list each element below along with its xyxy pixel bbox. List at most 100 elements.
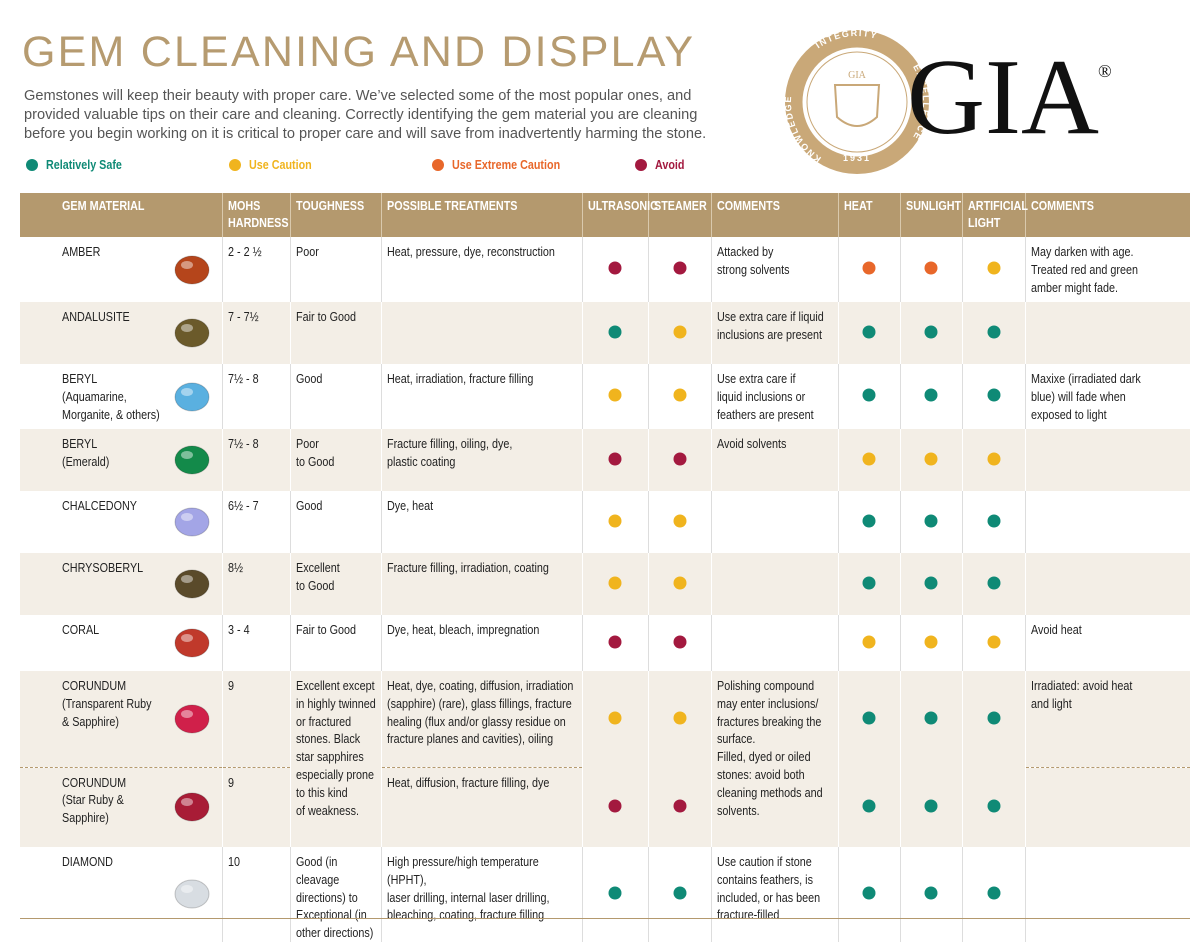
rating bbox=[924, 388, 938, 402]
rating-dot bbox=[862, 576, 876, 589]
rating-dot bbox=[924, 886, 938, 900]
rating bbox=[924, 886, 938, 900]
rating-dot bbox=[987, 711, 1000, 724]
text-cell: Good (in cleavage directions) to Excepti… bbox=[289, 847, 381, 942]
rating-dot bbox=[608, 325, 622, 338]
rating bbox=[862, 576, 876, 589]
rating bbox=[987, 635, 1000, 648]
rating-cell bbox=[961, 302, 1025, 364]
text-cell bbox=[380, 302, 582, 364]
rating-cell bbox=[899, 302, 962, 364]
cell-text: CORUNDUM (Transparent Ruby & Sapphire) bbox=[62, 678, 152, 729]
rating-dot bbox=[924, 576, 938, 589]
rating-dot bbox=[673, 452, 686, 465]
text-cell: 6½ - 7 bbox=[221, 491, 290, 553]
cell-text: Use extra care if liquid inclusions are … bbox=[716, 309, 824, 342]
rating-cell bbox=[899, 553, 962, 615]
rating-cell bbox=[837, 767, 900, 847]
rating-dot bbox=[673, 886, 686, 900]
rating-dot bbox=[608, 886, 622, 900]
cell-text: Maxixe (irradiated dark blue) will fade … bbox=[1030, 371, 1141, 422]
rating bbox=[862, 452, 876, 465]
gem-image bbox=[174, 569, 209, 599]
rating bbox=[608, 452, 622, 465]
gem-shine bbox=[180, 324, 193, 332]
text-cell: Avoid solvents bbox=[710, 429, 838, 491]
rating-cell bbox=[961, 553, 1025, 615]
cell-text: Excellent except in highly twinned or fr… bbox=[295, 678, 376, 818]
column-header-text: COMMENTS bbox=[1030, 198, 1094, 213]
material-cell: BERYL (Aquamarine, Morganite, & others) bbox=[20, 364, 222, 429]
text-cell: Poor to Good bbox=[289, 429, 381, 491]
text-cell bbox=[1024, 302, 1190, 364]
rating-dot bbox=[987, 886, 1000, 900]
rating bbox=[924, 635, 938, 648]
text-cell: Poor bbox=[289, 237, 381, 302]
rating bbox=[608, 576, 622, 589]
rating bbox=[987, 325, 1000, 338]
rating bbox=[608, 711, 622, 724]
header-row: GEM MATERIAL MOHS HARDNESS TOUGHNESS POSSIB… bbox=[20, 193, 1190, 237]
column-header-text: MOHS HARDNESS bbox=[227, 198, 289, 230]
cell-text: Heat, irradiation, fracture filling bbox=[386, 371, 533, 386]
column-header: POSSIBLE TREATMENTS bbox=[380, 193, 582, 237]
material-cell: CHRYSOBERYL bbox=[20, 553, 222, 615]
rating-cell bbox=[837, 302, 900, 364]
rating-cell bbox=[581, 847, 648, 942]
cell-text: May darken with age. Treated red and gre… bbox=[1030, 244, 1138, 295]
text-cell: Heat, pressure, dye, reconstruction bbox=[380, 237, 582, 302]
text-cell bbox=[1024, 491, 1190, 553]
seal-year: 1931 bbox=[843, 153, 871, 163]
column-header-text: TOUGHNESS bbox=[295, 198, 364, 213]
cell-text: 2 - 2 ½ bbox=[227, 244, 262, 259]
legend: Relatively Safe Use Caution Use Extreme Ca… bbox=[26, 158, 786, 176]
legend-label: Avoid bbox=[655, 158, 685, 172]
column-header-text: SUNLIGHT bbox=[905, 198, 961, 213]
rating-cell bbox=[581, 553, 648, 615]
cell-text: Fracture filling, oiling, dye, plastic c… bbox=[386, 436, 512, 469]
cell-text: Poor bbox=[295, 244, 319, 259]
rating-cell bbox=[647, 847, 711, 942]
rating bbox=[673, 261, 686, 275]
gem-body bbox=[174, 569, 209, 599]
rating-cell bbox=[899, 615, 962, 671]
rating-cell bbox=[837, 429, 900, 491]
rating-dot bbox=[862, 886, 876, 900]
legend-dot bbox=[635, 159, 647, 171]
rating-cell bbox=[581, 491, 648, 553]
text-cell: Maxixe (irradiated dark blue) will fade … bbox=[1024, 364, 1190, 429]
rating-cell bbox=[899, 847, 962, 942]
cell-text: CHRYSOBERYL bbox=[62, 560, 144, 575]
rating bbox=[924, 325, 938, 338]
rating-dot bbox=[987, 388, 1000, 402]
rating-dot bbox=[608, 635, 622, 648]
cell-text: 6½ - 7 bbox=[227, 498, 259, 513]
rating bbox=[673, 388, 686, 402]
rating bbox=[608, 388, 622, 402]
rating-cell bbox=[647, 364, 711, 429]
rating-dot bbox=[673, 514, 686, 527]
text-cell: May darken with age. Treated red and gre… bbox=[1024, 237, 1190, 302]
rating-cell bbox=[581, 671, 648, 767]
table-row: ANDALUSITE 7 - 7½ Fair to Good Use extra ca… bbox=[20, 302, 1190, 364]
text-cell: 2 - 2 ½ bbox=[221, 237, 290, 302]
cell-text: Avoid solvents bbox=[716, 436, 786, 451]
gem-shine bbox=[180, 387, 193, 396]
cell-text: 9 bbox=[227, 774, 234, 790]
gem-image bbox=[174, 792, 209, 822]
rating-cell bbox=[899, 491, 962, 553]
seal-center: GIA bbox=[848, 70, 867, 81]
legend-dot bbox=[229, 159, 241, 171]
text-cell: Dye, heat bbox=[380, 491, 582, 553]
rating-cell bbox=[899, 364, 962, 429]
seal-ring bbox=[806, 51, 908, 153]
cell-text: CORAL bbox=[62, 622, 100, 637]
rating bbox=[673, 711, 686, 724]
text-cell: Excellent to Good bbox=[289, 553, 381, 615]
gem-table: GEM MATERIAL MOHS HARDNESS TOUGHNESS POSSIB… bbox=[20, 193, 1190, 942]
legend-item: Use Caution bbox=[229, 158, 322, 172]
rating-cell bbox=[961, 491, 1025, 553]
rating-dot bbox=[608, 576, 622, 589]
cell-text: High pressure/high temperature (HPHT), l… bbox=[386, 854, 550, 923]
rating bbox=[987, 711, 1000, 724]
